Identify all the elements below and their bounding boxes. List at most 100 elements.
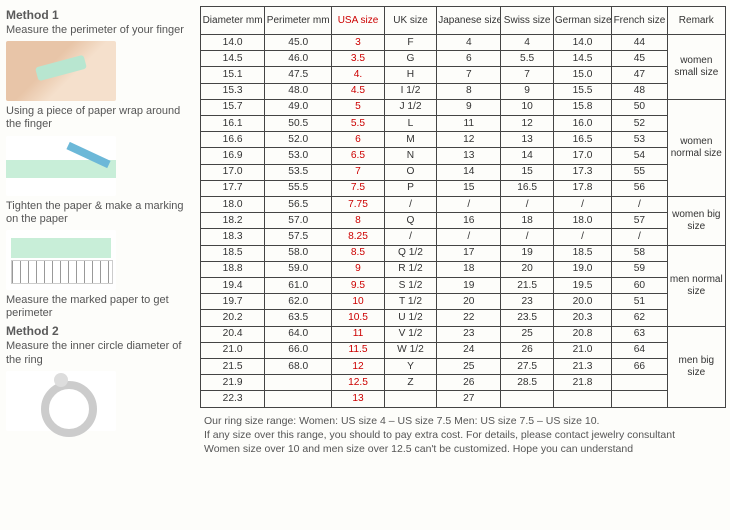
remark-cell: women small size [667,35,725,100]
cell-d: 21.0 [201,342,265,358]
table-row: 18.056.57.75/////women big size [201,197,726,213]
table-row: 15.749.05J 1/291015.850women normal size [201,99,726,115]
cell-uk: L [384,116,437,132]
cell-fr: 54 [612,148,667,164]
cell-uk: P [384,180,437,196]
table-row: 21.066.011.5W 1/2242621.064 [201,342,726,358]
cell-fr: 52 [612,116,667,132]
cell-us: 8.25 [332,229,385,245]
cell-us: 3.5 [332,51,385,67]
cell-uk: F [384,35,437,51]
cell-fr: 60 [612,278,667,294]
cell-d: 17.7 [201,180,265,196]
cell-p [265,375,332,391]
cell-ge: 20.0 [553,294,611,310]
cell-jp: 13 [437,148,501,164]
cell-d: 16.6 [201,132,265,148]
col-swiss: Swiss size [501,7,554,35]
cell-uk: Y [384,359,437,375]
cell-jp: 26 [437,375,501,391]
cell-d: 18.3 [201,229,265,245]
cell-d: 22.3 [201,391,265,407]
cell-ge: 14.0 [553,35,611,51]
remark-cell: men big size [667,326,725,407]
table-row: 19.762.010T 1/2202320.051 [201,294,726,310]
cell-p: 62.0 [265,294,332,310]
cell-us: 8 [332,213,385,229]
cell-uk: M [384,132,437,148]
cell-us: 7.5 [332,180,385,196]
cell-fr: 50 [612,99,667,115]
cell-p: 55.5 [265,180,332,196]
table-row: 18.357.58.25///// [201,229,726,245]
cell-sw [501,391,554,407]
cell-ge: / [553,229,611,245]
table-row: 16.652.06M121316.553 [201,132,726,148]
cell-p: 49.0 [265,99,332,115]
cell-us: 6.5 [332,148,385,164]
footer-line-3: Women size over 10 and men size over 12.… [204,442,722,456]
cell-p: 45.0 [265,35,332,51]
table-row: 19.461.09.5S 1/21921.519.560 [201,278,726,294]
cell-sw: 7 [501,67,554,83]
cell-ge: 18.0 [553,213,611,229]
cell-ge: / [553,197,611,213]
method1-sub: Measure the perimeter of your finger [6,24,194,37]
cell-jp: 8 [437,83,501,99]
cell-p: 56.5 [265,197,332,213]
table-body: 14.045.03F4414.044women small size14.546… [201,35,726,408]
cell-p: 58.0 [265,245,332,261]
cell-sw: 16.5 [501,180,554,196]
cell-jp: 14 [437,164,501,180]
cell-jp: 19 [437,278,501,294]
cell-ge: 19.0 [553,261,611,277]
cell-p: 53.5 [265,164,332,180]
cell-uk: W 1/2 [384,342,437,358]
cell-fr: 64 [612,342,667,358]
cell-fr: 47 [612,67,667,83]
cell-sw: 26 [501,342,554,358]
cell-us: 7.75 [332,197,385,213]
cell-jp: 18 [437,261,501,277]
col-diameter: Diameter mm [201,7,265,35]
cell-d: 18.2 [201,213,265,229]
footer-notes: Our ring size range: Women: US size 4 – … [200,408,726,457]
cell-p: 50.5 [265,116,332,132]
ruler-image [6,230,116,290]
cell-jp: 7 [437,67,501,83]
cell-fr: 58 [612,245,667,261]
cell-d: 21.9 [201,375,265,391]
cell-d: 15.7 [201,99,265,115]
cell-d: 19.7 [201,294,265,310]
cell-d: 16.9 [201,148,265,164]
cell-p: 57.5 [265,229,332,245]
cell-uk: / [384,229,437,245]
cell-ge: 19.5 [553,278,611,294]
cell-fr [612,375,667,391]
cell-sw: 13 [501,132,554,148]
cell-us: 6 [332,132,385,148]
cell-uk: / [384,197,437,213]
cell-fr: 51 [612,294,667,310]
cell-uk: G [384,51,437,67]
cell-fr: 56 [612,180,667,196]
cell-uk: T 1/2 [384,294,437,310]
cell-fr: 63 [612,326,667,342]
cell-fr: / [612,229,667,245]
cell-p: 63.5 [265,310,332,326]
cell-sw: / [501,197,554,213]
cell-ge: 18.5 [553,245,611,261]
cell-jp: 27 [437,391,501,407]
col-usa: USA size [332,7,385,35]
cell-d: 14.5 [201,51,265,67]
cell-uk: Z [384,375,437,391]
cell-d: 15.1 [201,67,265,83]
cell-ge: 15.5 [553,83,611,99]
caption-wrap: Using a piece of paper wrap around the f… [6,105,194,131]
cell-sw: 5.5 [501,51,554,67]
cell-us: 10.5 [332,310,385,326]
cell-sw: 9 [501,83,554,99]
cell-d: 18.5 [201,245,265,261]
col-perimeter: Perimeter mm [265,7,332,35]
table-row: 20.263.510.5U 1/22223.520.362 [201,310,726,326]
